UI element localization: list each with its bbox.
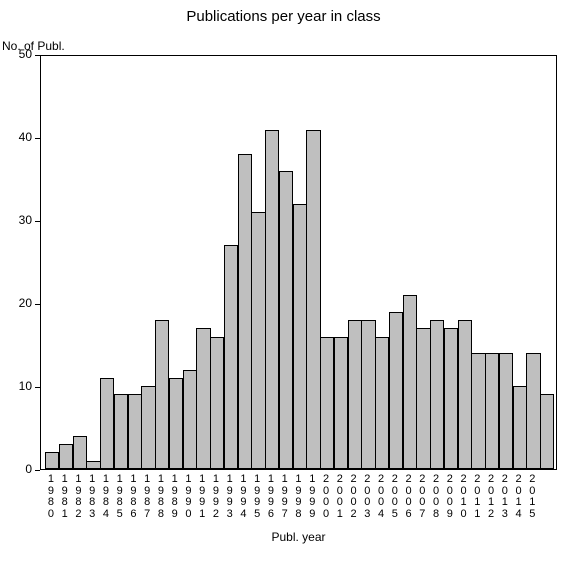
x-tick-label: 1999 [305,474,319,520]
x-tick-label: 2015 [525,474,539,520]
bar [73,436,87,469]
x-tick-label: 2013 [498,474,512,520]
bar [224,245,238,469]
x-tick-label: 1993 [223,474,237,520]
x-tick-label: 2001 [333,474,347,520]
y-tick-label: 20 [8,296,32,310]
bar [183,370,197,469]
x-tick-label: 2014 [512,474,526,520]
bar [141,386,155,469]
bar [403,295,417,469]
x-tick-label: 1980 [44,474,58,520]
x-tick-label: 2007 [415,474,429,520]
x-tick-label: 1983 [85,474,99,520]
y-tick [35,221,40,222]
bar [293,204,307,469]
x-tick-label: 1998 [292,474,306,520]
bar [238,154,252,469]
bar [471,353,485,469]
x-tick-label: 1987 [140,474,154,520]
x-tick-label: 1989 [168,474,182,520]
bar [430,320,444,469]
bar [444,328,458,469]
bar [361,320,375,469]
bar [86,461,100,469]
x-tick-label: 2010 [457,474,471,520]
bar [251,212,265,469]
x-tick-label: 2000 [319,474,333,520]
bar [279,171,293,469]
chart-container: Publications per year in class No. of Pu… [0,0,567,567]
x-tick-label: 1997 [278,474,292,520]
bar [45,452,59,469]
y-tick [35,387,40,388]
bar [540,394,554,469]
x-tick-label: 1996 [264,474,278,520]
x-tick-label: 2012 [484,474,498,520]
bar [196,328,210,469]
bar [155,320,169,469]
bar [169,378,183,469]
x-tick-label: 1991 [195,474,209,520]
bar [114,394,128,469]
plot-area [40,55,557,470]
bar [320,337,334,469]
x-tick-label: 2005 [388,474,402,520]
y-tick-label: 40 [8,130,32,144]
x-tick-label: 2003 [360,474,374,520]
x-tick-label: 1986 [127,474,141,520]
bar [416,328,430,469]
x-tick-label: 1995 [250,474,264,520]
bar [526,353,540,469]
x-tick-label: 1982 [72,474,86,520]
y-tick-label: 0 [8,462,32,476]
x-tick-label: 2002 [347,474,361,520]
bar [100,378,114,469]
x-tick-label: 1984 [99,474,113,520]
bar [389,312,403,469]
x-tick-label: 1994 [237,474,251,520]
y-tick-label: 10 [8,379,32,393]
bar [513,386,527,469]
x-tick-label: 1985 [113,474,127,520]
bar [59,444,73,469]
y-tick [35,304,40,305]
x-tick-label: 2008 [429,474,443,520]
bar [348,320,362,469]
bar [334,337,348,469]
bar [210,337,224,469]
x-tick-label: 1990 [182,474,196,520]
x-tick-label: 1992 [209,474,223,520]
y-tick-label: 50 [8,47,32,61]
y-tick [35,470,40,471]
x-tick-label: 2006 [402,474,416,520]
bar [458,320,472,469]
x-tick-label: 2011 [470,474,484,520]
bar [499,353,513,469]
x-axis-label: Publ. year [40,530,557,544]
x-tick-label: 1981 [58,474,72,520]
bar [306,130,320,469]
y-tick [35,55,40,56]
bar [128,394,142,469]
bar [265,130,279,469]
bar [375,337,389,469]
x-tick-label: 2009 [443,474,457,520]
y-tick-label: 30 [8,213,32,227]
bar [485,353,499,469]
x-tick-label: 1988 [154,474,168,520]
x-tick-label: 2004 [374,474,388,520]
y-tick [35,138,40,139]
chart-title: Publications per year in class [0,8,567,25]
